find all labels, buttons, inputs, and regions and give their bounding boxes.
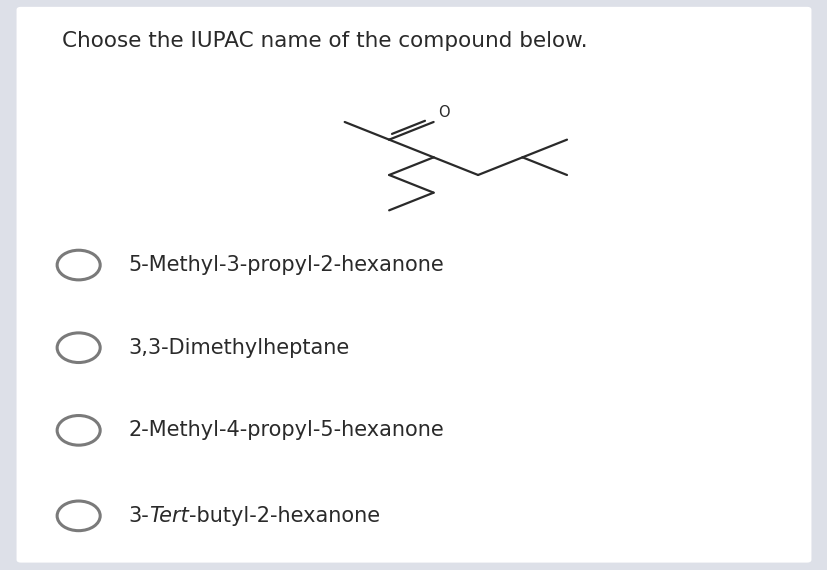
Text: 2-Methyl-4-propyl-5-hexanone: 2-Methyl-4-propyl-5-hexanone bbox=[128, 420, 443, 441]
Text: Choose the IUPAC name of the compound below.: Choose the IUPAC name of the compound be… bbox=[62, 31, 587, 51]
Text: Tert: Tert bbox=[149, 506, 189, 526]
Text: 3-: 3- bbox=[128, 506, 149, 526]
Text: 5-Methyl-3-propyl-2-hexanone: 5-Methyl-3-propyl-2-hexanone bbox=[128, 255, 443, 275]
Text: O: O bbox=[437, 105, 449, 120]
Text: -butyl-2-hexanone: -butyl-2-hexanone bbox=[189, 506, 380, 526]
Text: 3,3-Dimethylheptane: 3,3-Dimethylheptane bbox=[128, 337, 349, 358]
